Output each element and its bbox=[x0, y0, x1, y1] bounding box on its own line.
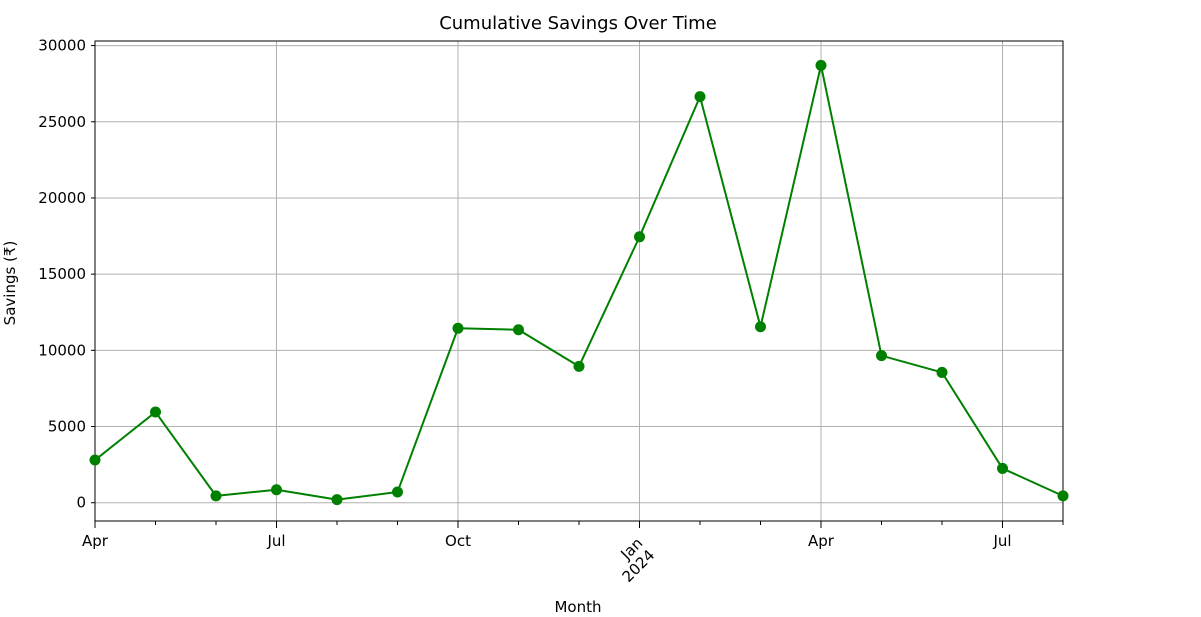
x-tick-label: Jul bbox=[266, 532, 285, 550]
grid-lines bbox=[94, 41, 1063, 521]
data-point bbox=[755, 321, 766, 333]
y-tick-label: 5000 bbox=[48, 418, 86, 436]
data-point bbox=[997, 462, 1008, 474]
y-axis-label: Savings (₹) bbox=[1, 241, 19, 326]
data-point bbox=[573, 360, 585, 372]
data-point bbox=[89, 454, 101, 466]
chart-title: Cumulative Savings Over Time bbox=[439, 13, 717, 34]
data-point bbox=[1057, 490, 1069, 502]
y-tick-label: 10000 bbox=[38, 341, 86, 359]
data-series bbox=[89, 59, 1069, 506]
data-point bbox=[452, 322, 464, 334]
data-point bbox=[634, 231, 645, 243]
y-tick-label: 0 bbox=[76, 494, 86, 512]
x-axis-label: Month bbox=[554, 598, 601, 616]
data-point bbox=[815, 59, 827, 71]
y-tick-label: 15000 bbox=[38, 265, 86, 283]
y-tick-label: 25000 bbox=[38, 113, 86, 131]
data-point bbox=[271, 484, 282, 496]
x-tick-label: Oct bbox=[445, 532, 471, 550]
x-tick-label: Apr bbox=[808, 532, 835, 550]
data-point bbox=[513, 324, 524, 336]
data-point bbox=[331, 494, 343, 506]
data-point bbox=[210, 490, 222, 502]
x-tick-label: Apr bbox=[82, 532, 109, 550]
x-tick-label: Jul bbox=[992, 532, 1011, 550]
y-tick-label: 30000 bbox=[38, 37, 86, 55]
data-point bbox=[392, 486, 403, 498]
data-point bbox=[876, 350, 887, 362]
data-point bbox=[150, 406, 161, 418]
data-point bbox=[936, 366, 948, 378]
y-tick-label: 20000 bbox=[38, 189, 86, 207]
data-point bbox=[694, 91, 706, 103]
